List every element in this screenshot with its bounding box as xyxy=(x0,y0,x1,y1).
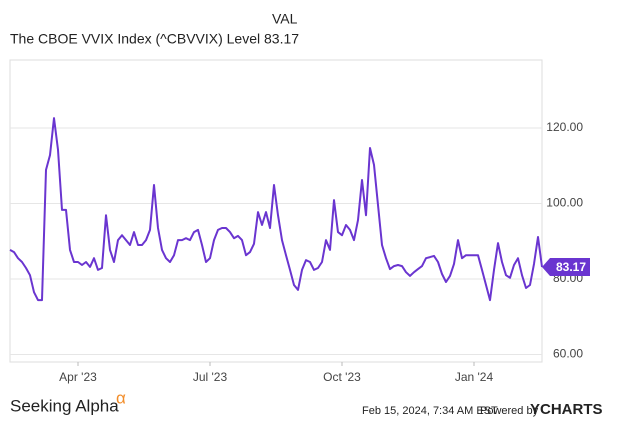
plot-frame xyxy=(9,59,543,363)
y-tick-label: 120.00 xyxy=(546,120,583,134)
powered-by: Powered by xyxy=(480,405,539,417)
last-value-tag xyxy=(542,257,590,276)
x-tick-label: Jul '23 xyxy=(193,370,228,384)
source-logo: Seeking Alpha xyxy=(10,396,119,415)
legend-entry: The CBOE VVIX Index (^CBVVIX) Level xyxy=(10,31,260,47)
legend-header: VAL xyxy=(272,11,298,27)
x-tick-label: Jan '24 xyxy=(455,370,494,384)
last-value-label: 83.17 xyxy=(556,260,586,274)
plot: 83.17 xyxy=(9,117,590,302)
series-line xyxy=(9,117,543,302)
y-tick-label: 100.00 xyxy=(546,196,583,210)
brand-logo: YCHARTS xyxy=(530,401,603,418)
timestamp: Feb 15, 2024, 7:34 AM EST xyxy=(362,405,498,417)
x-tick-label: Oct '23 xyxy=(323,370,361,384)
y-tick-label: 60.00 xyxy=(553,347,583,361)
source-logo-mark: α xyxy=(116,388,126,407)
x-tick-label: Apr '23 xyxy=(59,370,97,384)
legend-value: 83.17 xyxy=(264,31,299,47)
